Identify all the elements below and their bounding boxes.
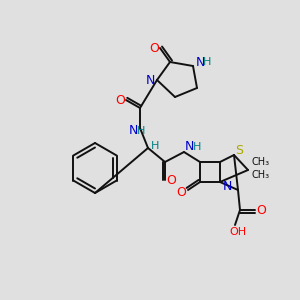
Text: O: O bbox=[176, 185, 186, 199]
Text: N: N bbox=[195, 56, 205, 68]
Text: H: H bbox=[151, 141, 159, 151]
Text: N: N bbox=[128, 124, 138, 137]
Text: N: N bbox=[184, 140, 194, 154]
Text: O: O bbox=[256, 203, 266, 217]
Text: CH₃: CH₃ bbox=[252, 170, 270, 180]
Text: O: O bbox=[115, 94, 125, 106]
Text: CH₃: CH₃ bbox=[252, 157, 270, 167]
Text: O: O bbox=[166, 173, 176, 187]
Text: N: N bbox=[222, 181, 232, 194]
Text: OH: OH bbox=[230, 227, 247, 237]
Text: S: S bbox=[235, 143, 243, 157]
Text: N: N bbox=[145, 74, 155, 86]
Text: H: H bbox=[137, 126, 145, 136]
Text: H: H bbox=[193, 142, 201, 152]
Text: H: H bbox=[203, 57, 211, 67]
Text: O: O bbox=[149, 41, 159, 55]
